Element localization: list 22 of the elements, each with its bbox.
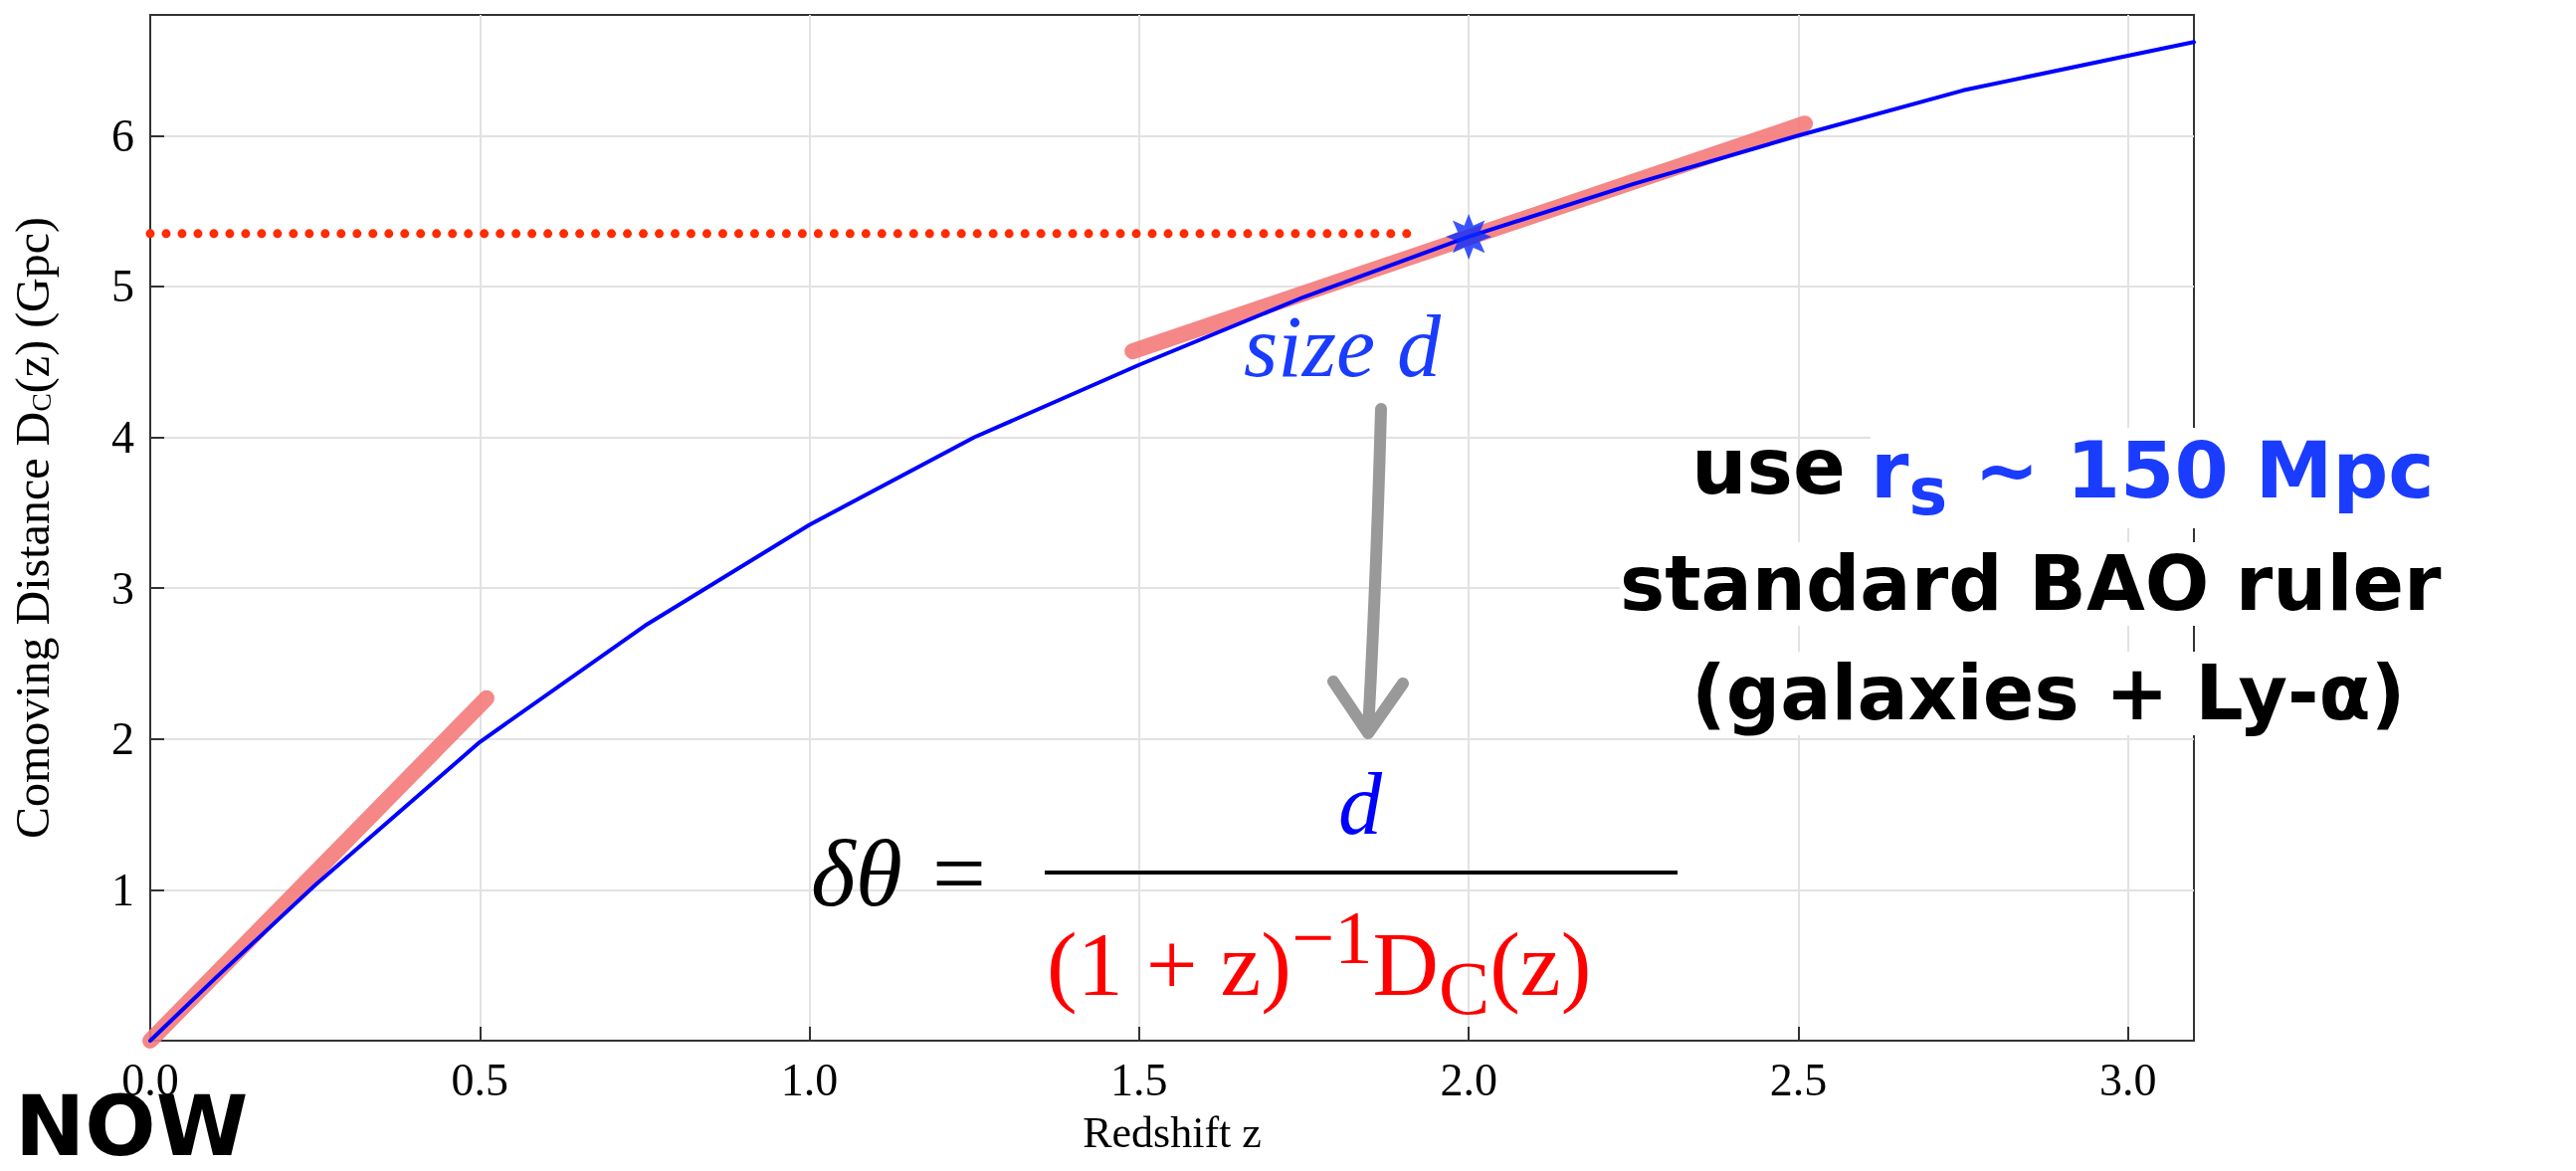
y-tick-label: 6 [111, 109, 134, 161]
x-tick-label: 0.5 [451, 1054, 509, 1105]
annotation: size d [1244, 298, 1441, 395]
annotation: r$_{s}$ ~ 150 Mpc [1871, 426, 2435, 529]
x-tick-label: 1.0 [780, 1054, 839, 1105]
x-tick-label: 2.5 [1769, 1054, 1828, 1105]
y-tick-label: 1 [111, 864, 134, 915]
x-tick-label: 3.0 [2098, 1054, 2157, 1105]
annotation: use [1691, 422, 1846, 511]
x-axis-title: Redshift z [1083, 1107, 1262, 1157]
y-tick-label: 5 [111, 261, 134, 312]
x-tick-label: 2.0 [1440, 1054, 1497, 1105]
annotation: standard BAO ruler [1620, 539, 2442, 628]
y-tick-label: 3 [111, 562, 134, 614]
annotation: (galaxies + Ly-α) [1691, 649, 2406, 737]
annotation: (1 + z)$^{−1}$D$_{C}$(z) [1047, 895, 1592, 1032]
y-axis-title: Comoving Distance DC(z) (Gpc) [5, 216, 60, 840]
annotation: δθ = [811, 820, 991, 926]
x-tick-label: 1.5 [1110, 1054, 1168, 1105]
annotation: d [1338, 756, 1382, 853]
y-tick-label: 2 [111, 713, 134, 765]
y-tick-label: 4 [111, 412, 134, 464]
